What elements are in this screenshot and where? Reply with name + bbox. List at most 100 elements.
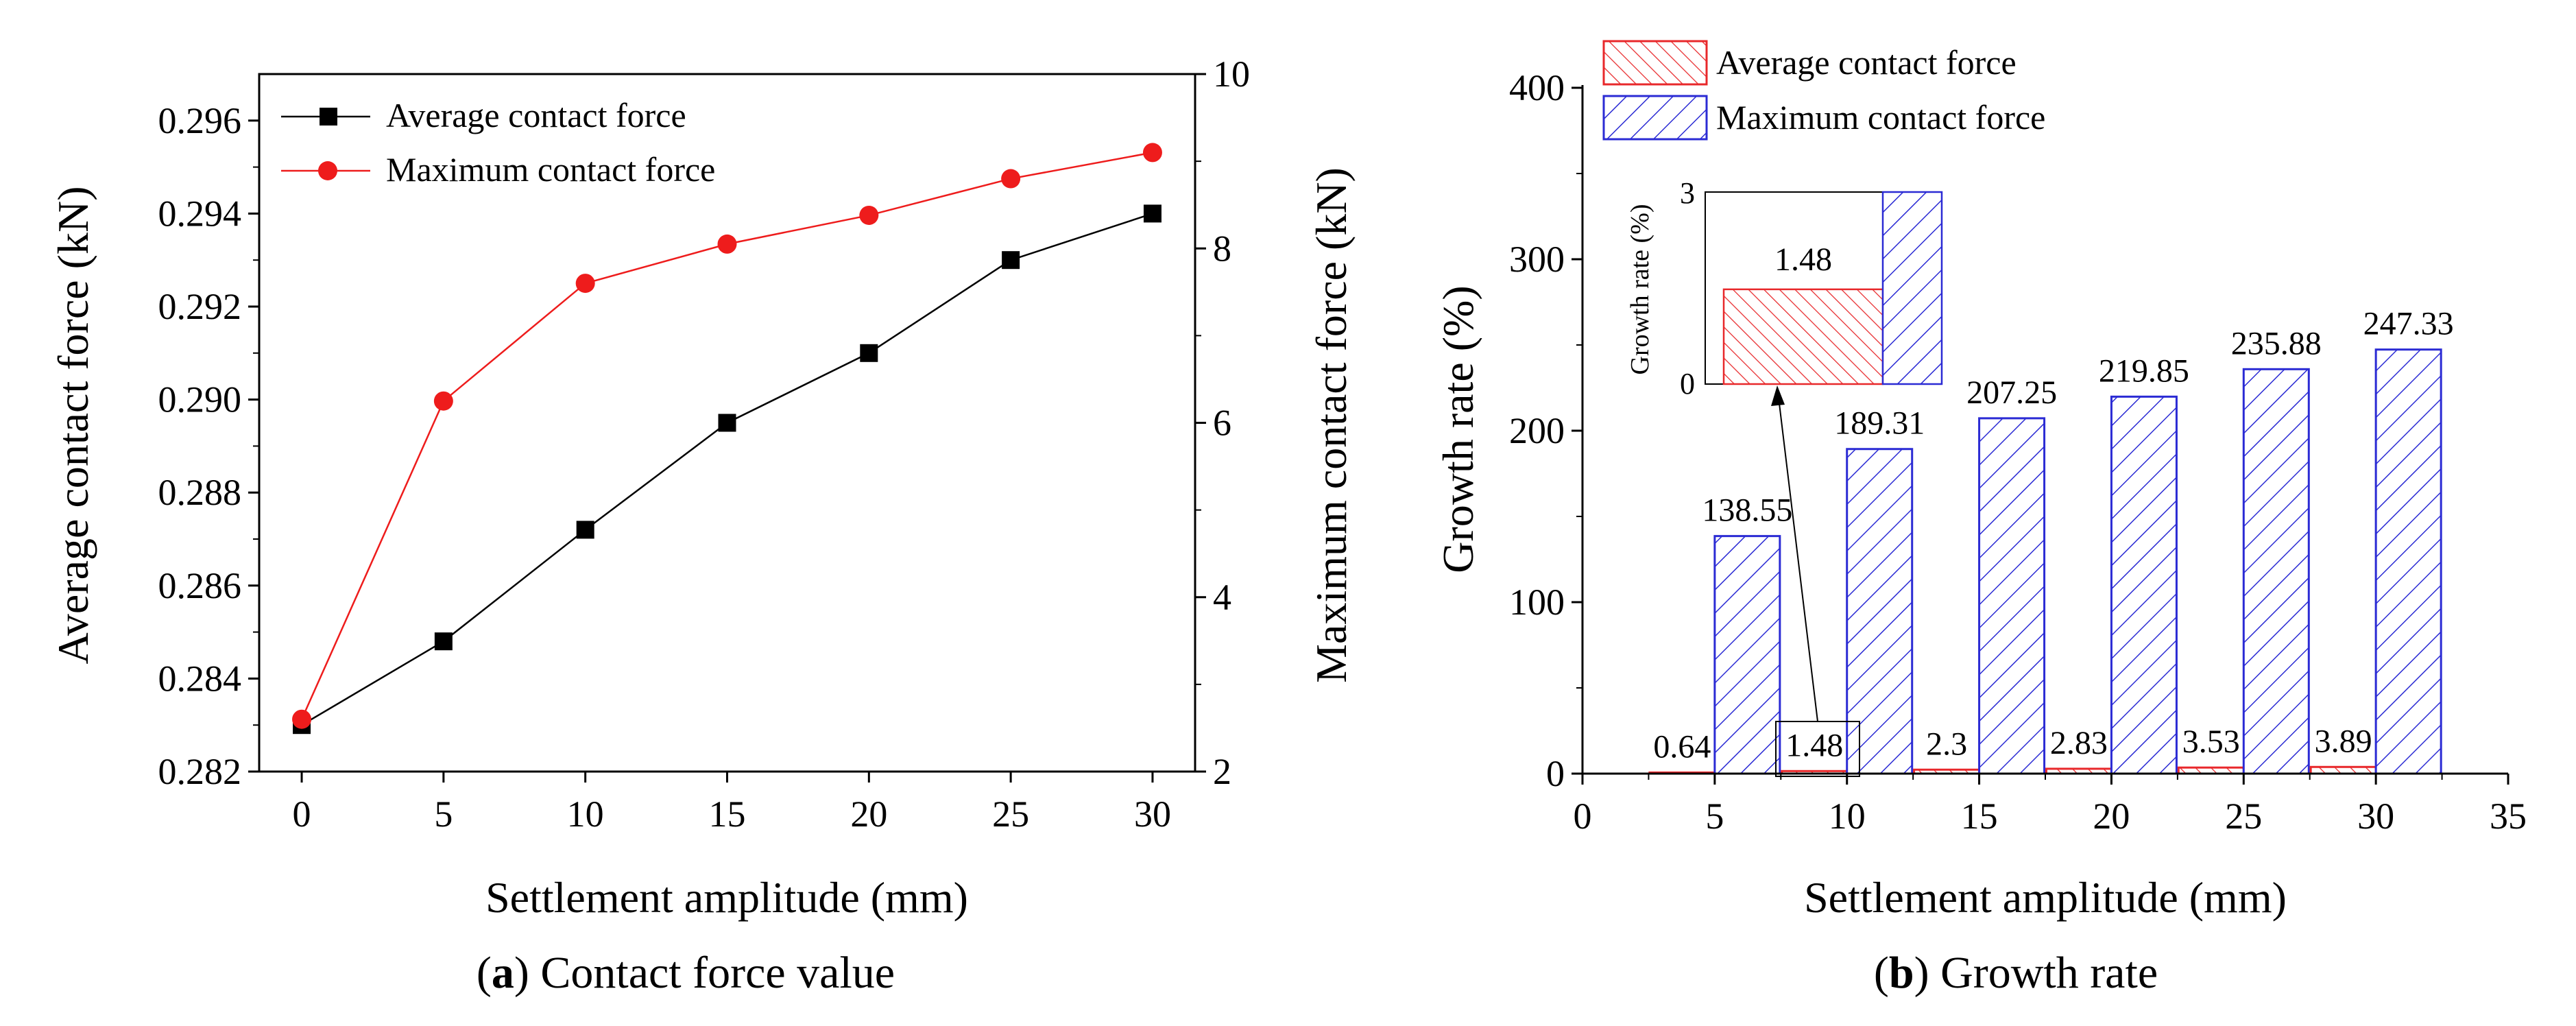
panel-b-x-tick-label: 15 [1961, 796, 1998, 837]
legend-average-square-marker [320, 108, 337, 126]
bar-average-value-label: 2.3 [1926, 726, 1967, 762]
panel-a-x-ticks: 0 5 10 15 20 25 30 [293, 772, 1171, 835]
panel-b-x-tick-label: 25 [2225, 796, 2262, 837]
panel-b-x-tick-label: 5 [1705, 796, 1724, 837]
series-average-point [860, 344, 878, 362]
legend-maximum-circle-marker [318, 161, 337, 180]
bar-maximum-contact-force [1846, 448, 1914, 775]
panel-b-y-tick-label: 400 [1509, 67, 1565, 108]
series-maximum-point [433, 391, 453, 411]
panel-b-x-tick-label: 20 [2093, 796, 2130, 837]
bar-maximum-value-label: 235.88 [2231, 325, 2322, 361]
panel-b-y-tick-label: 300 [1509, 239, 1565, 280]
panel-a-x-axis-label: Settlement amplitude (mm) [485, 873, 968, 922]
series-average-point [576, 521, 594, 539]
panel-b-x-tick-label: 0 [1574, 796, 1592, 837]
inset-maximum-bar [1881, 191, 1943, 385]
bar-maximum-value-label: 138.55 [1702, 492, 1792, 529]
series-maximum-point [1142, 143, 1162, 163]
bar-maximum-value-label: 207.25 [1966, 374, 2057, 411]
panel-b-value-labels: 0.64 138.55 1.48 189.31 2.3 207.25 2.83 219.85 3… [1653, 306, 2453, 765]
panel-a-left-y-tick-label: 0.284 [158, 658, 242, 699]
panel-b-x-axis-label: Settlement amplitude (mm) [1804, 873, 2287, 922]
legend-maximum-label: Maximum contact force [386, 150, 715, 189]
panel-a-x-tick-label: 15 [709, 794, 746, 835]
panel-a-right-y-ticks: 2 4 6 8 10 [1195, 53, 1250, 792]
panel-a-left-y-tick-label: 0.288 [158, 472, 242, 513]
bar-maximum-contact-force [1713, 535, 1781, 775]
panel-b-x-ticks: 0 5 10 15 20 25 30 35 [1574, 774, 2527, 837]
panel-b-y-tick-label: 100 [1509, 582, 1565, 623]
legend-average-swatch [1602, 40, 1708, 86]
panel-a-caption: (a) Contact force value [477, 948, 895, 998]
panel-b-x-tick-label: 35 [2490, 796, 2527, 837]
panel-a-left-y-ticks: 0.282 0.284 0.286 0.288 0.290 0.292 0.294 0.296 [158, 100, 259, 792]
bar-maximum-value-label: 189.31 [1834, 405, 1925, 442]
panel-a-left-y-axis-label: Average contact force (kN) [49, 186, 97, 664]
panel-b-y-axis-label: Growth rate (%) [1434, 285, 1482, 573]
bar-average-value-label: 2.83 [2050, 725, 2108, 761]
panel-a-legend: Average contact force Maximum contact fo… [281, 96, 715, 189]
bar-maximum-contact-force [2110, 395, 2178, 775]
legend-average-label: Average contact force [1716, 43, 2017, 82]
series-average-point [718, 414, 736, 432]
panel-a-right-y-tick-label: 6 [1213, 403, 1231, 444]
panel-b-x-tick-label: 10 [1829, 796, 1866, 837]
panel-a-caption-letter: a [492, 948, 514, 998]
panel-a-line-chart: 0 5 10 15 20 25 30 0.282 0.284 0.286 0.288 0.290 0.… [49, 53, 1356, 998]
panel-a-x-tick-label: 5 [434, 794, 453, 835]
legend-maximum-swatch [1602, 95, 1708, 141]
panel-a-right-y-tick-label: 10 [1213, 53, 1250, 95]
bar-maximum-value-label: 219.85 [2099, 353, 2189, 389]
bar-maximum-contact-force [1978, 417, 2046, 775]
series-maximum-point [859, 205, 879, 225]
panel-a-left-y-tick-label: 0.286 [158, 565, 242, 606]
panel-a-right-y-axis-label: Maximum contact force (kN) [1307, 167, 1356, 683]
series-maximum-point [717, 234, 737, 254]
panel-b-caption-letter: b [1889, 948, 1914, 998]
panel-a-right-y-tick-label: 2 [1213, 751, 1231, 792]
panel-b-y-tick-label: 200 [1509, 410, 1565, 451]
panel-b-y-tick-label: 0 [1546, 753, 1565, 794]
panel-a-x-tick-label: 10 [567, 794, 604, 835]
bar-maximum-contact-force [2374, 348, 2442, 775]
zoom-arrow-head-icon [1771, 385, 1785, 406]
series-maximum-point [575, 274, 595, 294]
series-average-point [434, 632, 453, 651]
panel-a-caption-text: Contact force value [540, 948, 895, 998]
panel-a-x-tick-label: 20 [850, 794, 887, 835]
panel-b-x-tick-label: 30 [2357, 796, 2394, 837]
panel-b-bar-chart: 0.64 138.55 1.48 189.31 2.3 207.25 2.83 219.85 3… [1434, 40, 2527, 998]
series-maximum-point [292, 709, 312, 729]
panel-b-legend: Average contact force Maximum contact fo… [1602, 40, 2045, 141]
panel-a-x-tick-label: 30 [1134, 794, 1171, 835]
inset-ytick-label-0: 0 [1680, 367, 1695, 401]
inset-bar-value-label: 1.48 [1774, 241, 1832, 278]
panel-b-inset: 1.48 0 3 Growth rate (%) [1626, 176, 1943, 401]
bar-average-value-label: 3.89 [2315, 723, 2372, 759]
panel-a-right-y-tick-label: 8 [1213, 228, 1231, 269]
inset-y-axis-label: Growth rate (%) [1626, 204, 1654, 374]
panel-b-caption-text: Growth rate [1940, 948, 2158, 998]
zoom-arrow [1778, 397, 1818, 722]
bar-average-value-label: 3.53 [2182, 724, 2240, 760]
panel-a-left-y-tick-label: 0.290 [158, 379, 242, 420]
series-average-contact-force-line [301, 213, 1153, 726]
bar-average-value-label: 0.64 [1653, 728, 1711, 765]
panel-a-left-y-tick-label: 0.282 [158, 751, 242, 792]
inset-ytick-label-3: 3 [1680, 176, 1695, 210]
panel-a-x-tick-label: 25 [992, 794, 1029, 835]
panel-a-x-tick-label: 0 [293, 794, 311, 835]
bar-maximum-contact-force [2242, 368, 2310, 775]
series-average-point [1143, 204, 1161, 223]
legend-maximum-label: Maximum contact force [1716, 98, 2045, 136]
panel-b-caption: (b) Growth rate [1874, 948, 2158, 998]
panel-a-left-y-tick-label: 0.296 [158, 100, 242, 141]
panel-a-left-y-tick-label: 0.292 [158, 286, 242, 327]
legend-average-label: Average contact force [386, 96, 686, 134]
inset-average-bar [1722, 288, 1884, 385]
bar-average-value-label: 1.48 [1785, 727, 1843, 763]
panel-a-right-y-tick-label: 4 [1213, 577, 1231, 618]
series-average-point [1002, 251, 1020, 270]
